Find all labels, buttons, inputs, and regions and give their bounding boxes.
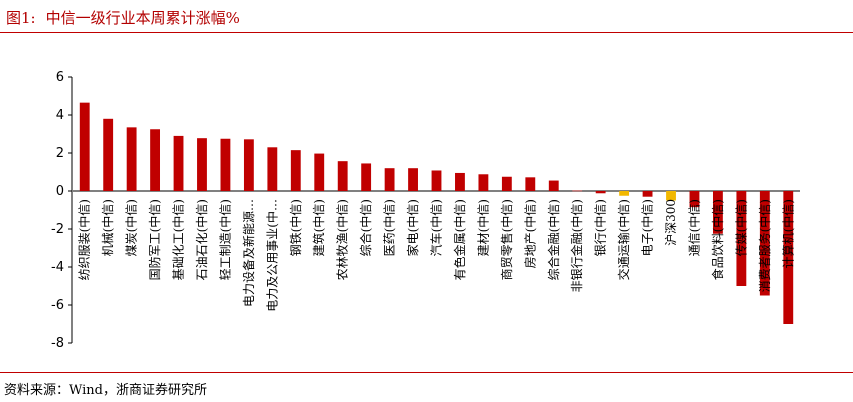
bar-6 bbox=[220, 138, 231, 191]
bar-17 bbox=[478, 174, 489, 191]
bar-11 bbox=[337, 161, 348, 191]
bar-4 bbox=[173, 135, 184, 191]
y-tick-label: -6 bbox=[51, 298, 64, 313]
figure-label: 图1: bbox=[6, 8, 36, 27]
bar-12 bbox=[361, 163, 372, 191]
category-label: 医药(中信) bbox=[382, 199, 397, 256]
bar-25 bbox=[666, 191, 676, 201]
y-tick-label: -2 bbox=[51, 222, 64, 237]
figure-header: 图1: 中信一级行业本周累计涨幅% bbox=[6, 6, 240, 28]
figure-title: 中信一级行业本周累计涨幅% bbox=[45, 8, 240, 27]
y-tick-label: 2 bbox=[56, 146, 64, 161]
category-label: 传媒(中信) bbox=[733, 199, 748, 256]
category-label: 银行(中信) bbox=[593, 199, 608, 256]
bar-0 bbox=[79, 102, 90, 191]
category-label: 通信(中信) bbox=[686, 199, 701, 256]
bar-layer bbox=[79, 102, 794, 324]
category-label: 国防军工(中信) bbox=[147, 199, 162, 280]
category-label: 消费者服务(中信) bbox=[757, 199, 772, 292]
bar-19 bbox=[525, 177, 536, 191]
category-label: 煤炭(中信) bbox=[124, 199, 139, 256]
bar-chart: 6 4 2 0 -2 -4 -6 -8 纺织服装(中信) 机械(中信) 煤炭(中信) 国防军工(中信… bbox=[51, 70, 800, 351]
bar-9 bbox=[290, 150, 301, 191]
bar-24 bbox=[642, 191, 653, 197]
category-label: 建筑(中信) bbox=[311, 199, 326, 256]
category-label: 房地产(中信) bbox=[522, 199, 537, 268]
category-label: 商贸零售(中信) bbox=[499, 199, 514, 280]
category-label-layer: 纺织服装(中信) 机械(中信) 煤炭(中信) 国防军工(中信) 基础化工(中信) 石油石化… bbox=[77, 199, 796, 312]
bar-15 bbox=[431, 170, 442, 191]
bar-10 bbox=[314, 153, 325, 191]
bar-16 bbox=[455, 172, 465, 191]
bar-22 bbox=[595, 191, 606, 194]
category-label: 家电(中信) bbox=[405, 199, 420, 256]
y-tick-label: 6 bbox=[56, 70, 64, 85]
header-divider bbox=[0, 32, 853, 33]
category-label: 电力设备及新能源… bbox=[241, 199, 256, 307]
category-label: 计算机(中信) bbox=[780, 199, 795, 268]
y-tick-label: -4 bbox=[51, 260, 64, 275]
bar-13 bbox=[384, 168, 395, 191]
footer-divider bbox=[0, 372, 853, 373]
bar-14 bbox=[408, 168, 418, 191]
category-label: 非银行金融(中信) bbox=[569, 199, 584, 292]
category-label: 电力及公用事业(中… bbox=[264, 199, 279, 312]
category-label: 汽车(中信) bbox=[429, 199, 444, 256]
source-note: 资料来源：Wind，浙商证券研究所 bbox=[4, 383, 207, 398]
category-label: 综合(中信) bbox=[358, 199, 373, 256]
bar-5 bbox=[197, 138, 207, 191]
bar-3 bbox=[150, 129, 161, 191]
category-label: 建材(中信) bbox=[475, 199, 490, 256]
bar-26 bbox=[689, 191, 700, 208]
bar-20 bbox=[548, 180, 559, 191]
bar-27 bbox=[712, 191, 723, 234]
category-label: 钢铁(中信) bbox=[288, 199, 303, 256]
category-label: 机械(中信) bbox=[100, 199, 115, 256]
category-label: 基础化工(中信) bbox=[171, 199, 186, 280]
y-tick-label: -8 bbox=[51, 336, 64, 351]
y-tick-label: 4 bbox=[56, 108, 64, 123]
category-label: 农林牧渔(中信) bbox=[335, 199, 350, 280]
bar-23 bbox=[619, 191, 630, 196]
bar-8 bbox=[267, 147, 278, 191]
category-label: 纺织服装(中信) bbox=[77, 199, 92, 280]
category-label: 有色金属(中信) bbox=[452, 199, 467, 280]
bar-30 bbox=[783, 191, 794, 324]
bar-1 bbox=[103, 118, 114, 191]
bar-28 bbox=[736, 191, 747, 286]
category-label: 电子(中信) bbox=[640, 199, 655, 256]
y-tick-label: 0 bbox=[56, 184, 64, 199]
bar-2 bbox=[126, 127, 137, 191]
bar-29 bbox=[759, 191, 770, 296]
category-label: 交通运输(中信) bbox=[616, 199, 631, 280]
category-label: 综合金融(中信) bbox=[546, 199, 561, 280]
category-label: 轻工制造(中信) bbox=[217, 199, 232, 280]
bar-21 bbox=[572, 190, 583, 192]
category-label: 食品饮料(中信) bbox=[710, 199, 725, 280]
bar-18 bbox=[501, 176, 512, 191]
category-label: 石油石化(中信) bbox=[194, 199, 209, 280]
category-label: 沪深300 bbox=[664, 199, 678, 246]
bar-7 bbox=[243, 139, 254, 191]
